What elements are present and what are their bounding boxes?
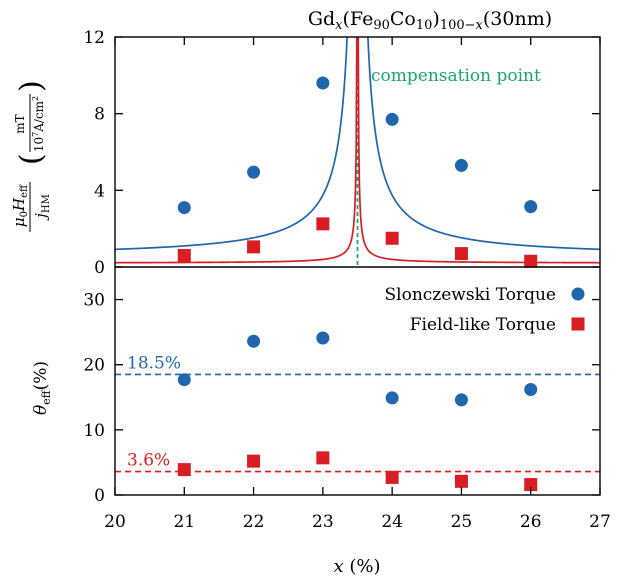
slonczewski-average-label: 18.5% xyxy=(127,353,181,373)
x-tick-label: 27 xyxy=(589,512,611,532)
top-fl-point xyxy=(385,231,399,245)
bottom-fl-point xyxy=(454,474,468,488)
bottom-fl-point xyxy=(247,454,261,468)
x-axis-label: x (%) xyxy=(333,556,380,577)
x-tick-label: 23 xyxy=(312,512,334,532)
x-tick-label: 26 xyxy=(520,512,542,532)
top-sl-point xyxy=(454,158,468,172)
top-sl-point xyxy=(316,76,330,90)
bottom-fl-point xyxy=(524,478,538,492)
svg-text:θeff(%): θeff(%) xyxy=(31,361,53,415)
top-sl-point xyxy=(524,200,538,214)
field-like-fit-curve xyxy=(115,37,600,264)
legend-field-like-marker xyxy=(571,317,585,331)
bottom-y-tick-label: 30 xyxy=(83,291,105,311)
bottom-sl-point xyxy=(316,331,330,345)
top-panel: compensation point xyxy=(115,37,600,268)
bottom-fl-point xyxy=(316,451,330,465)
x-tick-label: 20 xyxy=(104,512,126,532)
bottom-y-axis-label: θeff(%) xyxy=(31,361,53,415)
top-fl-point xyxy=(177,249,191,262)
x-tick-label: 21 xyxy=(173,512,195,532)
top-fl-point xyxy=(316,217,330,231)
bottom-sl-point xyxy=(247,334,261,348)
svg-text:): ) xyxy=(14,80,49,92)
x-tick-label: 24 xyxy=(381,512,403,532)
top-y-tick-label: 4 xyxy=(94,181,105,201)
legend-slonczewski-marker xyxy=(571,287,585,301)
bottom-sl-point xyxy=(524,382,538,396)
legend-field-like-text: Field-like Torque xyxy=(410,315,556,335)
x-tick-label: 25 xyxy=(451,512,473,532)
compensation-label: compensation point xyxy=(371,66,541,86)
bottom-panel: 18.5% 3.6% Slonczewski Torque Field-like… xyxy=(115,285,600,492)
legend: Slonczewski Torque Field-like Torque xyxy=(385,285,585,335)
bottom-fl-point xyxy=(177,463,191,477)
top-y-tick-label: 12 xyxy=(83,28,105,48)
svg-text:jHM: jHM xyxy=(32,194,52,221)
bottom-y-tick-label: 0 xyxy=(94,486,105,506)
slonczewski-fit-curve xyxy=(115,37,600,251)
top-fl-point xyxy=(247,240,261,254)
svg-text:μ0Heff: μ0Heff xyxy=(10,184,30,227)
plot-frame xyxy=(114,36,601,496)
legend-slonczewski-text: Slonczewski Torque xyxy=(385,285,557,305)
bottom-sl-point xyxy=(385,391,399,405)
bottom-sl-point xyxy=(454,393,468,407)
top-fl-point xyxy=(454,247,468,261)
top-y-tick-label: 8 xyxy=(94,105,105,125)
bottom-fl-point xyxy=(385,470,399,484)
bottom-y-tick-label: 10 xyxy=(83,421,105,441)
top-y-tick-label: 0 xyxy=(94,258,105,278)
top-y-axis-label: μ0Heff jHM ( mT 107A/cm2 ) xyxy=(10,80,52,232)
top-sl-point xyxy=(247,165,261,179)
bottom-sl-point xyxy=(177,373,191,387)
top-fl-point xyxy=(524,254,538,268)
chart-title: Gdx(Fe90Co10)100−x(30nm) xyxy=(308,8,552,33)
svg-text:(: ( xyxy=(14,153,49,165)
x-tick-label: 22 xyxy=(243,512,265,532)
bottom-y-tick-label: 20 xyxy=(83,356,105,376)
svg-text:mT: mT xyxy=(13,114,27,133)
field-like-average-label: 3.6% xyxy=(127,451,170,471)
top-sl-point xyxy=(385,112,399,126)
svg-text:107A/cm2: 107A/cm2 xyxy=(31,96,46,152)
top-sl-point xyxy=(177,201,191,215)
